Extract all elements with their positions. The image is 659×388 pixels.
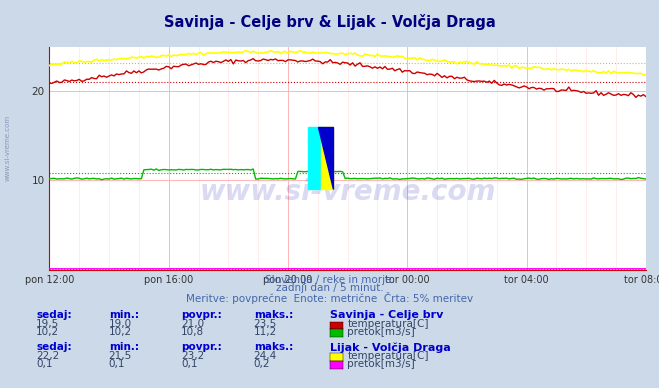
Text: povpr.:: povpr.: [181,310,222,320]
Polygon shape [318,127,333,189]
Text: 19,0: 19,0 [109,319,132,329]
Text: maks.:: maks.: [254,342,293,352]
Text: Slovenija / reke in morje.: Slovenija / reke in morje. [264,275,395,285]
Text: povpr.:: povpr.: [181,342,222,352]
Text: 0,1: 0,1 [181,359,198,369]
Text: www.si-vreme.com: www.si-vreme.com [200,178,496,206]
Text: sedaj:: sedaj: [36,310,72,320]
Text: maks.:: maks.: [254,310,293,320]
Text: 23,2: 23,2 [181,351,204,361]
Text: www.si-vreme.com: www.si-vreme.com [5,114,11,180]
Text: temperatura[C]: temperatura[C] [347,351,429,361]
Text: 10,8: 10,8 [181,327,204,337]
Text: 0,2: 0,2 [254,359,270,369]
Text: 24,4: 24,4 [254,351,277,361]
Text: min.:: min.: [109,342,139,352]
Text: 0,1: 0,1 [36,359,53,369]
Text: pretok[m3/s]: pretok[m3/s] [347,359,415,369]
Text: 19,5: 19,5 [36,319,59,329]
Text: temperatura[C]: temperatura[C] [347,319,429,329]
Text: Lijak - Volčja Draga: Lijak - Volčja Draga [330,342,450,353]
Bar [308,127,321,189]
Bar [321,127,333,189]
Text: 23,5: 23,5 [254,319,277,329]
Text: 11,2: 11,2 [254,327,277,337]
Text: 21,0: 21,0 [181,319,204,329]
Text: 10,2: 10,2 [109,327,132,337]
Text: min.:: min.: [109,310,139,320]
Text: 21,5: 21,5 [109,351,132,361]
Text: 0,1: 0,1 [109,359,125,369]
Text: sedaj:: sedaj: [36,342,72,352]
Text: Meritve: povprečne  Enote: metrične  Črta: 5% meritev: Meritve: povprečne Enote: metrične Črta:… [186,292,473,304]
Text: Savinja - Celje brv & Lijak - Volčja Draga: Savinja - Celje brv & Lijak - Volčja Dra… [163,14,496,29]
Text: pretok[m3/s]: pretok[m3/s] [347,327,415,337]
Text: zadnji dan / 5 minut.: zadnji dan / 5 minut. [275,283,384,293]
Text: 22,2: 22,2 [36,351,59,361]
Text: 10,2: 10,2 [36,327,59,337]
Text: Savinja - Celje brv: Savinja - Celje brv [330,310,443,320]
